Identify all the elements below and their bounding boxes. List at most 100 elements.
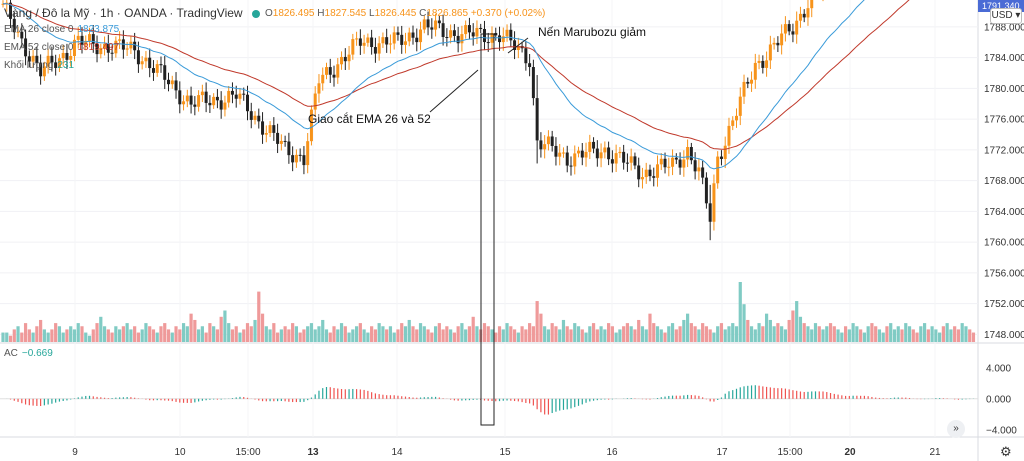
volume-bar <box>546 329 551 342</box>
volume-bar <box>749 326 754 342</box>
candle-body <box>197 95 201 107</box>
volume-bar <box>181 323 186 342</box>
volume-bar <box>892 329 897 342</box>
candle-body <box>65 52 69 60</box>
market-status-icon <box>251 9 260 18</box>
candle-body <box>757 60 761 63</box>
volume-bar <box>264 326 268 342</box>
legend-ema52[interactable]: EMA 52 close 0 1819.497 <box>4 42 120 53</box>
candle-body <box>494 32 498 36</box>
volume-bar <box>321 319 325 342</box>
candle-body <box>370 37 374 48</box>
candle-body <box>742 81 746 97</box>
legend-volume[interactable]: Khối lượng 231 <box>4 60 75 71</box>
candle-body <box>355 38 359 40</box>
candle-body <box>298 154 302 156</box>
candle-body <box>42 66 46 77</box>
volume-bar <box>257 291 261 342</box>
ac-legend[interactable]: AC −0.669 <box>4 348 53 359</box>
volume-bar <box>783 329 787 342</box>
candle-body <box>178 90 182 105</box>
current-price-text: 1791.340 <box>982 1 1020 11</box>
volume-bar <box>215 329 220 342</box>
candle-body <box>200 91 204 96</box>
volume-bar <box>223 310 227 342</box>
gear-icon[interactable]: ⚙ <box>1000 444 1012 459</box>
volume-bar <box>960 323 964 342</box>
candle-body <box>505 29 509 37</box>
volume-bar <box>486 326 490 342</box>
candle-body <box>249 111 253 120</box>
ac-tick-label: 0.000 <box>986 394 1011 405</box>
volume-bar <box>339 323 344 342</box>
currency-selector[interactable]: USD ▾ <box>990 8 1022 24</box>
candle-body <box>366 37 370 43</box>
candle-body <box>242 93 246 95</box>
volume-bar <box>670 323 675 342</box>
candle-body <box>35 55 39 63</box>
candle-body <box>253 115 257 120</box>
volume-bar <box>118 329 122 342</box>
ema26-line <box>2 0 865 170</box>
candle-body <box>9 2 13 19</box>
candle-body <box>693 160 697 172</box>
volume-bar <box>497 326 502 342</box>
candle-body <box>682 159 686 168</box>
volume-bar <box>753 329 757 342</box>
candle-body <box>750 79 754 84</box>
legend-ema26[interactable]: EMA 26 close 0 1823.875 <box>4 24 120 35</box>
candle-body <box>422 19 426 30</box>
volume-bar <box>106 329 110 342</box>
volume-bar <box>610 326 614 342</box>
candle-body <box>674 157 678 160</box>
annotation-crossover: Giao cắt EMA 26 và 52 <box>308 112 431 126</box>
volume-bar <box>953 326 957 342</box>
volume-bar <box>208 323 212 342</box>
price-tick-label: 1756.000 <box>984 268 1024 279</box>
candle-body <box>482 28 486 43</box>
volume-bar <box>543 326 547 342</box>
interval[interactable]: 1h <box>100 6 114 20</box>
symbol-name[interactable]: Vàng / Đô la Mỹ <box>4 6 90 20</box>
volume-bar <box>125 323 129 342</box>
volume-bar <box>366 332 370 342</box>
volume-bar <box>12 329 16 342</box>
volume-bar <box>810 329 814 342</box>
volume-bar <box>54 323 58 342</box>
volume-bar <box>768 319 772 342</box>
volume-bar <box>294 326 298 342</box>
candle-body <box>91 34 95 44</box>
candle-body <box>76 35 80 40</box>
volume-bar <box>678 326 682 342</box>
candle-body <box>16 31 20 33</box>
candle-body <box>629 156 633 163</box>
candle-body <box>783 24 787 34</box>
volume-bar <box>456 326 460 342</box>
volume-bar <box>238 332 242 342</box>
candle-body <box>234 94 238 99</box>
volume-bar <box>727 326 731 342</box>
volume-bar <box>306 326 310 342</box>
volume-bar <box>69 326 73 342</box>
volume-bar <box>817 326 821 342</box>
candle-body <box>133 41 137 51</box>
candle-body <box>185 95 189 102</box>
candle-body <box>464 25 468 35</box>
volume-bar <box>102 326 107 342</box>
candle-body <box>735 115 738 121</box>
time-tick-label: 10 <box>174 447 186 458</box>
volume-bar <box>343 326 347 342</box>
candle-body <box>561 152 565 154</box>
volume-bar <box>403 326 408 342</box>
volume-bar <box>584 332 588 342</box>
volume-bar <box>689 323 693 342</box>
candle-body <box>554 145 558 157</box>
volume-bar <box>133 326 137 342</box>
candle-body <box>535 98 539 141</box>
volume-bar <box>441 329 445 342</box>
scroll-to-realtime-button[interactable]: » <box>947 420 965 438</box>
candle-body <box>452 30 456 36</box>
volume-bar <box>426 329 430 342</box>
volume-bar <box>505 323 509 342</box>
